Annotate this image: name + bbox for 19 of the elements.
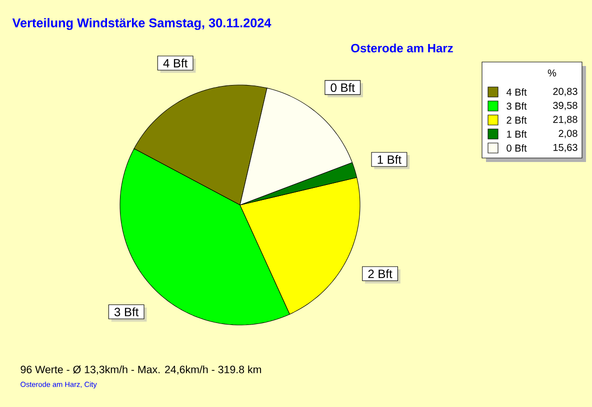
data-label: 2,08 [558,130,578,138]
data-label: 15,63 [553,144,578,152]
slice-label: 2 Bft [368,269,392,278]
data-label: 21,88 [553,116,578,124]
legend-label: 1 Bft [507,130,527,138]
chart-subtitle: Osterode am Harz [351,44,453,52]
slice-label: 1 Bft [378,155,402,164]
legend-label: 0 Bft [506,144,527,152]
legend-label: 2 Bft [506,116,527,124]
legend-title: % [548,69,556,76]
text: 96 Werte - Ø 13,3km/h - Max. 24,6km/h - 319.8 km [20,365,262,375]
legend-label: 4 Bft [506,88,527,96]
data-label: 39,58 [553,102,578,110]
legend-label: 3 Bft [506,102,527,110]
slice-label: 3 Bft [114,307,139,316]
slice-label: 0 Bft [330,83,355,92]
slice-label: 4 Bft [163,58,188,68]
chart-title: Verteilung Windstärke Samstag, 30.11.2024 [12,18,272,30]
data-label: 20,83 [553,88,578,96]
